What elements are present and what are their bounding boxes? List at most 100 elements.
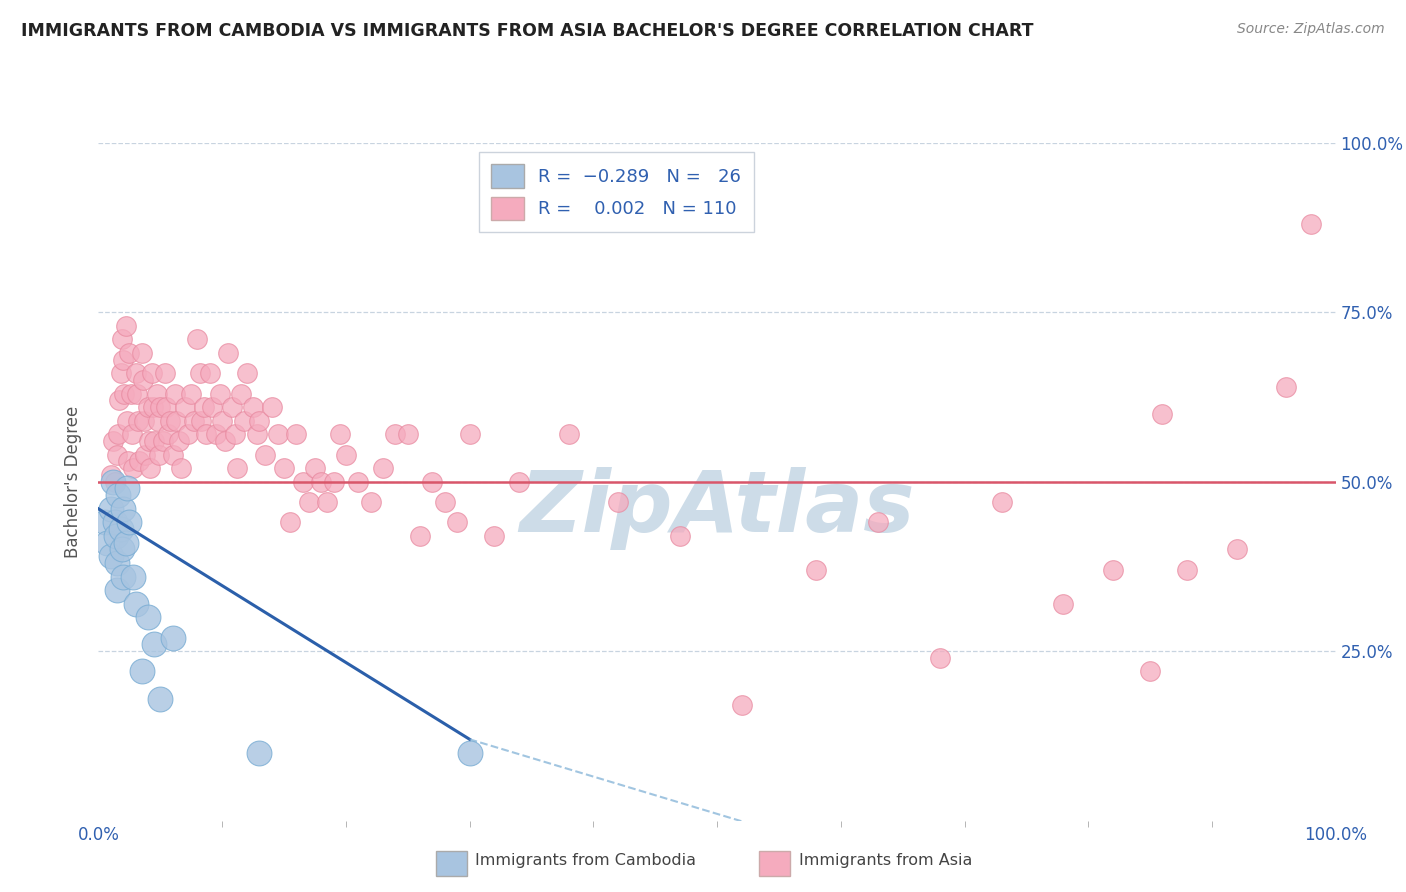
Point	[136, 400, 159, 414]
Point	[396, 427, 419, 442]
Point	[224, 427, 246, 442]
Y-axis label: Bachelor's Degree: Bachelor's Degree	[65, 406, 83, 558]
Point	[131, 346, 153, 360]
Point	[110, 522, 132, 536]
Point	[446, 516, 468, 530]
Point	[115, 482, 138, 496]
Point	[111, 542, 134, 557]
Point	[304, 461, 326, 475]
Point	[162, 448, 184, 462]
Point	[122, 569, 145, 583]
Point	[118, 516, 141, 530]
Point	[167, 434, 190, 448]
Point	[422, 475, 444, 489]
Point	[120, 386, 142, 401]
Point	[103, 434, 125, 448]
Point	[1175, 563, 1198, 577]
Point	[122, 461, 145, 475]
Point	[254, 448, 277, 462]
Point	[233, 414, 256, 428]
Point	[309, 475, 332, 489]
Point	[329, 427, 352, 442]
Text: IMMIGRANTS FROM CAMBODIA VS IMMIGRANTS FROM ASIA BACHELOR'S DEGREE CORRELATION C: IMMIGRANTS FROM CAMBODIA VS IMMIGRANTS F…	[21, 22, 1033, 40]
Point	[322, 475, 344, 489]
Point	[114, 535, 136, 549]
Point	[124, 597, 146, 611]
Point	[143, 434, 166, 448]
Point	[229, 386, 252, 401]
Point	[136, 610, 159, 624]
Point	[121, 427, 143, 442]
Point	[190, 414, 212, 428]
Point	[134, 414, 156, 428]
Point	[1139, 665, 1161, 679]
Point	[557, 427, 579, 442]
Point	[214, 434, 236, 448]
Point	[458, 746, 481, 760]
Point	[165, 414, 187, 428]
Point	[198, 366, 221, 380]
Point	[100, 501, 122, 516]
Point	[990, 495, 1012, 509]
Point	[110, 366, 132, 380]
Point	[170, 461, 193, 475]
Point	[180, 386, 202, 401]
Point	[112, 386, 135, 401]
Point	[246, 427, 269, 442]
Point	[103, 475, 125, 489]
Point	[155, 400, 177, 414]
Point	[316, 495, 339, 509]
Legend: R =  −0.289   N =   26, R =    0.002   N = 110: R = −0.289 N = 26, R = 0.002 N = 110	[478, 152, 754, 233]
Point	[100, 549, 122, 564]
Point	[105, 583, 128, 598]
Text: ZipAtlas: ZipAtlas	[519, 467, 915, 550]
Point	[162, 631, 184, 645]
Point	[141, 366, 163, 380]
Point	[104, 529, 127, 543]
Point	[285, 427, 308, 442]
Point	[335, 448, 357, 462]
Point	[1299, 217, 1322, 231]
Point	[103, 475, 125, 489]
Point	[114, 318, 136, 333]
Point	[1052, 597, 1074, 611]
Point	[360, 495, 382, 509]
Point	[155, 366, 177, 380]
Point	[149, 400, 172, 414]
Point	[145, 386, 167, 401]
Point	[115, 414, 138, 428]
Point	[1275, 380, 1298, 394]
Point	[371, 461, 394, 475]
Point	[128, 454, 150, 468]
Point	[165, 386, 187, 401]
Point	[267, 427, 290, 442]
Point	[247, 746, 270, 760]
Point	[195, 427, 218, 442]
Point	[1152, 407, 1174, 421]
Point	[108, 393, 131, 408]
Point	[149, 691, 172, 706]
Point	[211, 414, 233, 428]
Point	[124, 366, 146, 380]
Point	[100, 467, 122, 482]
Point	[208, 386, 231, 401]
Point	[139, 461, 162, 475]
Point	[176, 427, 198, 442]
Point	[103, 516, 125, 530]
Point	[236, 366, 259, 380]
Point	[458, 427, 481, 442]
Point	[433, 495, 456, 509]
Point	[1226, 542, 1249, 557]
Point	[156, 427, 179, 442]
Point	[152, 434, 174, 448]
Point	[1102, 563, 1125, 577]
Point	[127, 414, 149, 428]
Point	[105, 556, 128, 570]
Point	[409, 529, 432, 543]
Point	[242, 400, 264, 414]
Point	[159, 414, 181, 428]
Point	[134, 448, 156, 462]
Point	[138, 434, 160, 448]
Point	[93, 516, 115, 530]
Point	[112, 569, 135, 583]
